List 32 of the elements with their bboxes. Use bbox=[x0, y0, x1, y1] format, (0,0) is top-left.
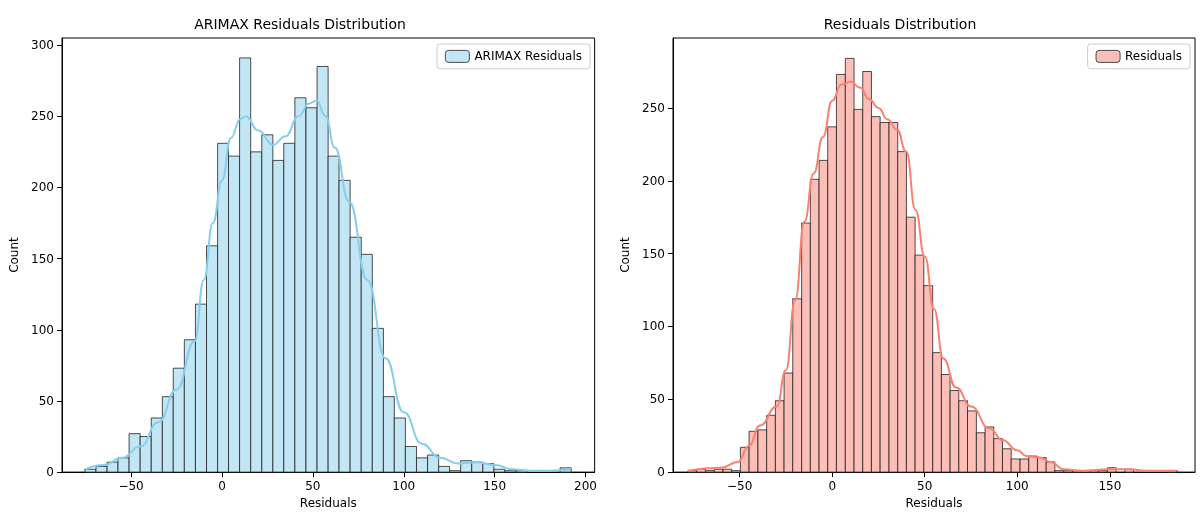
chart-title: ARIMAX Residuals Distribution bbox=[194, 16, 406, 32]
y-tick-label: 200 bbox=[31, 180, 54, 195]
y-tick-label: 0 bbox=[657, 465, 665, 480]
x-tick-label: 150 bbox=[1098, 479, 1122, 494]
x-tick-label: 100 bbox=[1005, 479, 1029, 494]
x-tick-label: 100 bbox=[392, 479, 416, 494]
y-tick-label: 50 bbox=[649, 392, 665, 407]
x-tick-label: 0 bbox=[828, 479, 837, 494]
chart-title: Residuals Distribution bbox=[823, 16, 977, 32]
y-tick-label: 0 bbox=[46, 465, 54, 480]
x-tick-label: 200 bbox=[574, 479, 597, 494]
x-tick-label: 50 bbox=[917, 479, 933, 494]
x-tick-label: 0 bbox=[218, 479, 226, 494]
legend-label: ARIMAX Residuals bbox=[474, 49, 583, 64]
y-tick-label: 150 bbox=[642, 246, 665, 261]
y-tick-label: 50 bbox=[38, 393, 54, 408]
x-axis-title: Residuals bbox=[905, 496, 963, 510]
y-tick-label: 100 bbox=[31, 322, 54, 337]
y-tick-label: 300 bbox=[31, 38, 54, 53]
legend-label: Residuals bbox=[1125, 49, 1183, 64]
x-tick-label: −50 bbox=[118, 479, 144, 494]
y-tick-label: 150 bbox=[31, 251, 54, 266]
y-tick-label: 250 bbox=[642, 100, 665, 115]
y-tick-label: 100 bbox=[642, 319, 665, 334]
x-tick-label: 150 bbox=[483, 479, 507, 494]
x-tick-label: 50 bbox=[305, 479, 321, 494]
x-axis-title: Residuals bbox=[299, 496, 357, 510]
y-tick-label: 200 bbox=[642, 173, 665, 188]
y-tick-label: 250 bbox=[31, 109, 54, 124]
y-axis-title: Count bbox=[618, 236, 633, 273]
x-tick-label: −50 bbox=[726, 479, 753, 494]
y-axis-title: Count bbox=[7, 236, 22, 273]
